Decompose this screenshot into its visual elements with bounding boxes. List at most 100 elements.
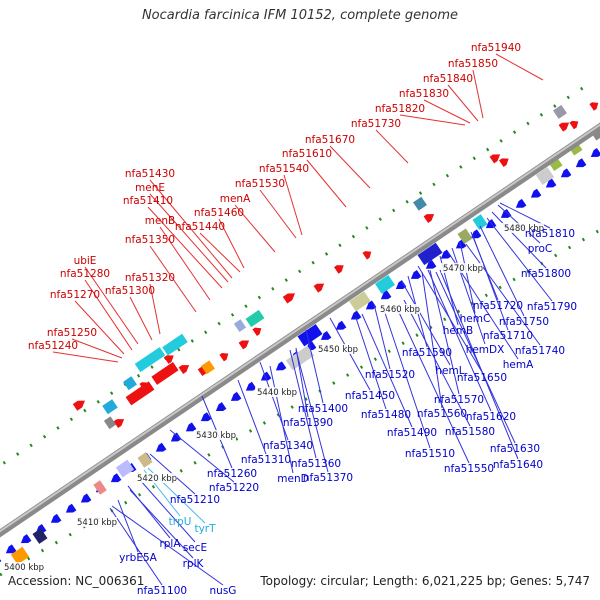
forward-gene-label-nfa51350[interactable]: nfa51350 (125, 234, 175, 246)
reverse-gene-label-nfa51220[interactable]: nfa51220 (209, 482, 259, 494)
reverse-gene-label-nfa51560[interactable]: nfa51560 (417, 408, 467, 420)
reverse-gene-glyph-400[interactable] (394, 280, 407, 292)
forward-feature-box-8[interactable] (233, 319, 247, 333)
reverse-gene-glyph-280[interactable] (274, 361, 287, 373)
reverse-gene-label-nfa51310[interactable]: nfa51310 (241, 454, 291, 466)
reverse-feature-box-4[interactable] (137, 452, 153, 468)
reverse-gene-label-proc[interactable]: proC (528, 243, 553, 255)
forward-gene-label-mena[interactable]: menA (220, 193, 251, 205)
reverse-gene-glyph-550[interactable] (544, 178, 557, 191)
reverse-gene-glyph-175[interactable] (169, 432, 182, 445)
forward-gene-label-nfa51830[interactable]: nfa51830 (399, 88, 449, 100)
reverse-feature-box-0[interactable] (10, 546, 30, 565)
reverse-gene-glyph-475[interactable] (469, 229, 482, 241)
reverse-feature-box-10[interactable] (457, 228, 473, 244)
reverse-gene-label-nfa51810[interactable]: nfa51810 (525, 228, 575, 240)
reverse-gene-glyph-85[interactable] (79, 493, 92, 506)
reverse-gene-glyph-415[interactable] (409, 269, 422, 282)
reverse-gene-label-nfa51640[interactable]: nfa51640 (493, 459, 543, 471)
reverse-feature-box-9[interactable] (417, 242, 443, 266)
reverse-gene-glyph-235[interactable] (229, 391, 242, 404)
reverse-gene-glyph-325[interactable] (319, 330, 332, 343)
reverse-gene-label-rpla[interactable]: rplA (159, 538, 181, 550)
reverse-gene-glyph--5[interactable] (0, 554, 2, 566)
reverse-gene-label-nfa51800[interactable]: nfa51800 (521, 268, 571, 280)
reverse-gene-label-nfa51510[interactable]: nfa51510 (405, 448, 455, 460)
forward-gene-glyph-17[interactable] (569, 118, 580, 130)
forward-gene-label-nfa51530[interactable]: nfa51530 (235, 178, 285, 190)
reverse-gene-glyph-265[interactable] (259, 371, 272, 384)
reverse-gene-label-nfa51400[interactable]: nfa51400 (298, 403, 348, 415)
rna-gene-label-trpu[interactable]: trpU (169, 516, 192, 528)
reverse-gene-label-nfa51480[interactable]: nfa51480 (361, 409, 411, 421)
forward-gene-glyph-12[interactable] (362, 248, 373, 260)
reverse-gene-glyph-535[interactable] (529, 188, 542, 201)
forward-gene-glyph-16[interactable] (558, 119, 572, 132)
reverse-gene-glyph-250[interactable] (244, 381, 257, 394)
reverse-gene-label-nfa51210[interactable]: nfa51210 (170, 494, 220, 506)
reverse-gene-glyph-355[interactable] (349, 310, 362, 323)
reverse-feature-box-2[interactable] (93, 480, 107, 495)
forward-gene-glyph-4[interactable] (178, 362, 192, 375)
forward-gene-glyph-0[interactable] (72, 397, 87, 411)
forward-gene-glyph-13[interactable] (423, 211, 437, 224)
reverse-gene-label-mend[interactable]: menD (277, 473, 308, 485)
forward-gene-glyph-18[interactable] (589, 100, 600, 111)
forward-feature-box-7[interactable] (201, 360, 215, 375)
reverse-gene-label-nfa51390[interactable]: nfa51390 (283, 417, 333, 429)
reverse-feature-box-3[interactable] (115, 459, 135, 478)
reverse-gene-label-nfa51710[interactable]: nfa51710 (483, 330, 533, 342)
forward-gene-glyph-9[interactable] (282, 290, 297, 304)
forward-gene-label-nfa51440[interactable]: nfa51440 (175, 221, 225, 233)
reverse-gene-glyph-565[interactable] (559, 168, 572, 180)
reverse-gene-glyph-445[interactable] (439, 249, 452, 262)
forward-gene-label-nfa51270[interactable]: nfa51270 (50, 289, 100, 301)
forward-feature-box-10[interactable] (553, 104, 567, 119)
forward-feature-box-0[interactable] (125, 381, 155, 406)
forward-gene-label-nfa51730[interactable]: nfa51730 (351, 118, 401, 130)
forward-gene-label-nfa51840[interactable]: nfa51840 (423, 73, 473, 85)
forward-gene-label-nfa51670[interactable]: nfa51670 (305, 134, 355, 146)
forward-gene-label-menb[interactable]: menB (145, 215, 176, 227)
forward-gene-label-ubie[interactable]: ubiE (74, 255, 97, 267)
reverse-gene-label-nfa51550[interactable]: nfa51550 (444, 463, 494, 475)
forward-gene-glyph-8[interactable] (252, 325, 263, 337)
forward-gene-label-nfa51320[interactable]: nfa51320 (125, 272, 175, 284)
forward-gene-label-nfa51280[interactable]: nfa51280 (60, 268, 110, 280)
forward-gene-label-nfa51250[interactable]: nfa51250 (47, 327, 97, 339)
forward-gene-glyph-6[interactable] (219, 350, 230, 362)
reverse-feature-box-8[interactable] (375, 274, 395, 294)
forward-gene-glyph-11[interactable] (334, 262, 346, 274)
reverse-gene-glyph-190[interactable] (184, 422, 197, 434)
forward-gene-label-mene[interactable]: menE (135, 182, 165, 194)
reverse-gene-label-nfa51370[interactable]: nfa51370 (303, 472, 353, 484)
forward-gene-glyph-3[interactable] (164, 352, 176, 364)
reverse-gene-glyph-160[interactable] (154, 442, 167, 455)
forward-gene-label-nfa51850[interactable]: nfa51850 (448, 58, 498, 70)
forward-feature-box-9[interactable] (413, 196, 427, 211)
reverse-gene-label-nusg[interactable]: nusG (210, 585, 237, 597)
reverse-gene-glyph-55[interactable] (49, 513, 62, 526)
forward-gene-label-nfa51940[interactable]: nfa51940 (471, 42, 521, 54)
forward-gene-glyph-14[interactable] (489, 151, 503, 164)
forward-gene-label-nfa51820[interactable]: nfa51820 (375, 103, 425, 115)
reverse-gene-glyph-25[interactable] (19, 534, 32, 546)
reverse-gene-glyph-430[interactable] (424, 259, 437, 272)
reverse-gene-label-nfa51340[interactable]: nfa51340 (263, 440, 313, 452)
reverse-gene-glyph-115[interactable] (109, 473, 122, 485)
forward-gene-label-nfa51540[interactable]: nfa51540 (259, 163, 309, 175)
reverse-gene-label-nfa51720[interactable]: nfa51720 (473, 300, 523, 312)
reverse-gene-label-nfa51360[interactable]: nfa51360 (291, 458, 341, 470)
reverse-gene-label-hema[interactable]: hemA (503, 359, 534, 371)
forward-gene-label-nfa51240[interactable]: nfa51240 (28, 340, 78, 352)
forward-feature-box-2[interactable] (134, 347, 166, 373)
reverse-feature-box-11[interactable] (472, 214, 488, 230)
reverse-gene-label-sece[interactable]: secE (183, 542, 207, 554)
forward-feature-box-3[interactable] (162, 333, 188, 356)
reverse-gene-glyph-595[interactable] (589, 148, 600, 160)
reverse-gene-label-nfa51570[interactable]: nfa51570 (434, 394, 484, 406)
reverse-gene-label-nfa51100[interactable]: nfa51100 (137, 585, 187, 597)
forward-gene-label-nfa51410[interactable]: nfa51410 (123, 195, 173, 207)
forward-gene-label-nfa51460[interactable]: nfa51460 (194, 207, 244, 219)
reverse-gene-label-nfa51790[interactable]: nfa51790 (527, 301, 577, 313)
